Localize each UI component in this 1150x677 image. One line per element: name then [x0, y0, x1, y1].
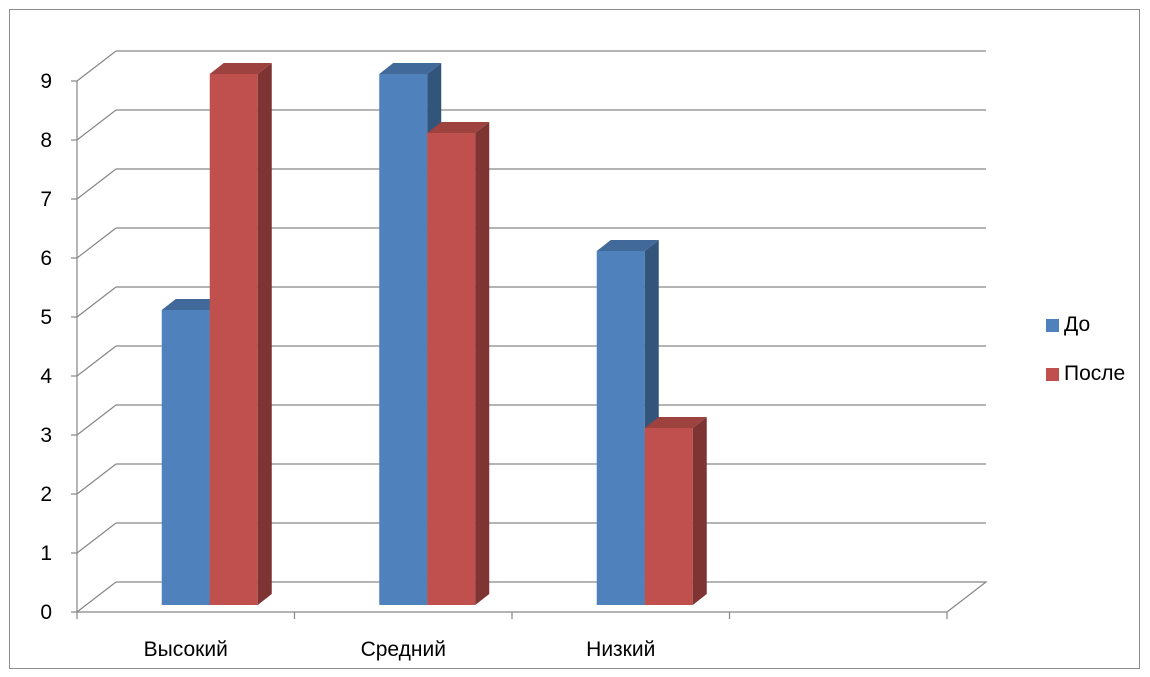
side-wall-line — [76, 345, 117, 377]
bar-top-До-Низкий — [596, 240, 659, 251]
x-category-label: Высокий — [144, 638, 228, 661]
side-wall-line — [76, 109, 117, 141]
bar-До-Низкий — [596, 251, 645, 605]
y-tick-label: 1 — [40, 542, 52, 565]
y-tick-label: 4 — [40, 365, 52, 388]
legend-swatch — [1046, 318, 1059, 332]
legend-item: После — [1046, 361, 1125, 387]
bar-side-После-Средний — [475, 122, 490, 605]
bar-side-После-Низкий — [692, 417, 707, 605]
bar-top-До-Высокий — [161, 299, 224, 310]
legend-label: После — [1064, 362, 1126, 385]
legend-swatch — [1046, 367, 1059, 381]
y-tick-label: 8 — [40, 129, 52, 152]
side-wall-line — [76, 168, 117, 200]
bar-top-После-Средний — [427, 122, 490, 133]
bar-top-До-Средний — [379, 63, 442, 74]
side-wall-line — [76, 522, 117, 554]
bar-После-Средний — [427, 133, 476, 605]
y-tick-label: 3 — [40, 424, 52, 447]
side-wall-line — [76, 463, 117, 495]
x-category-label: Низкий — [586, 638, 655, 661]
side-wall-line — [76, 50, 117, 82]
y-tick-label: 9 — [40, 70, 52, 93]
bar-side-После-Высокий — [257, 63, 272, 605]
bar-top-После-Низкий — [644, 417, 707, 428]
y-tick-label: 2 — [40, 483, 52, 506]
bar-top-После-Высокий — [209, 63, 272, 74]
y-tick-label: 7 — [40, 188, 52, 211]
side-wall-line — [76, 404, 117, 436]
side-wall-line — [76, 286, 117, 318]
bar-После-Высокий — [209, 74, 258, 605]
x-category-label: Средний — [361, 638, 446, 661]
legend: До После — [1046, 312, 1125, 410]
y-tick-label: 6 — [40, 247, 52, 270]
bar-До-Высокий — [161, 310, 210, 605]
legend-item: До — [1046, 312, 1125, 338]
legend-label: До — [1064, 313, 1091, 336]
y-tick-label: 0 — [40, 601, 52, 624]
side-wall-line — [76, 581, 117, 613]
y-tick-label: 5 — [40, 306, 52, 329]
bar-После-Низкий — [644, 428, 693, 605]
side-wall-line — [76, 227, 117, 259]
bar-До-Средний — [379, 74, 428, 605]
